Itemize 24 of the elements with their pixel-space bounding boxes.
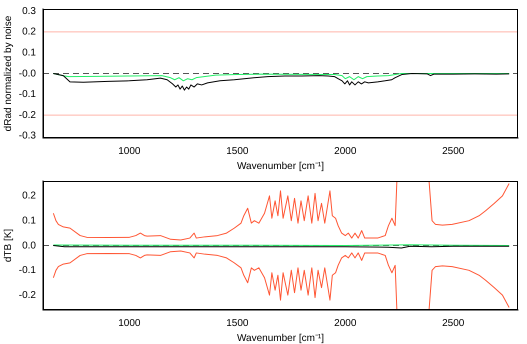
y-tick-label: 0.2 (22, 190, 36, 202)
x-axis-title: Wavenumber [cm⁻¹] (236, 160, 324, 172)
y-tick-label: -0.0 (18, 68, 36, 80)
x-tick-label: 2000 (334, 318, 357, 329)
y-axis-title: dTB [K] (2, 228, 14, 262)
y-tick-label: 0.3 (22, 6, 36, 17)
x-tick-label: 1000 (118, 146, 141, 157)
y-axis-title: dRad normalized by noise (2, 15, 14, 132)
x-tick-label: 1500 (226, 146, 249, 157)
x-tick-label: 2500 (442, 146, 465, 157)
x-tick-label: 2500 (442, 318, 465, 329)
x-tick-label: 2000 (334, 146, 357, 157)
y-tick-label: -0.2 (18, 290, 36, 301)
y-tick-label: -0.2 (18, 110, 36, 121)
y-tick-label: 0.1 (22, 215, 36, 226)
y-tick-label: -0.1 (18, 265, 36, 276)
y-tick-label: -0.3 (18, 130, 36, 142)
x-tick-label: 1000 (118, 318, 141, 329)
y-tick-label: 0.2 (22, 26, 36, 38)
x-axis-title: Wavenumber [cm⁻¹] (236, 332, 324, 344)
y-tick-label: 0.1 (22, 47, 36, 58)
y-tick-label: 0.0 (22, 240, 36, 252)
x-tick-label: 1500 (226, 318, 249, 329)
y-tick-label: -0.1 (18, 89, 36, 100)
